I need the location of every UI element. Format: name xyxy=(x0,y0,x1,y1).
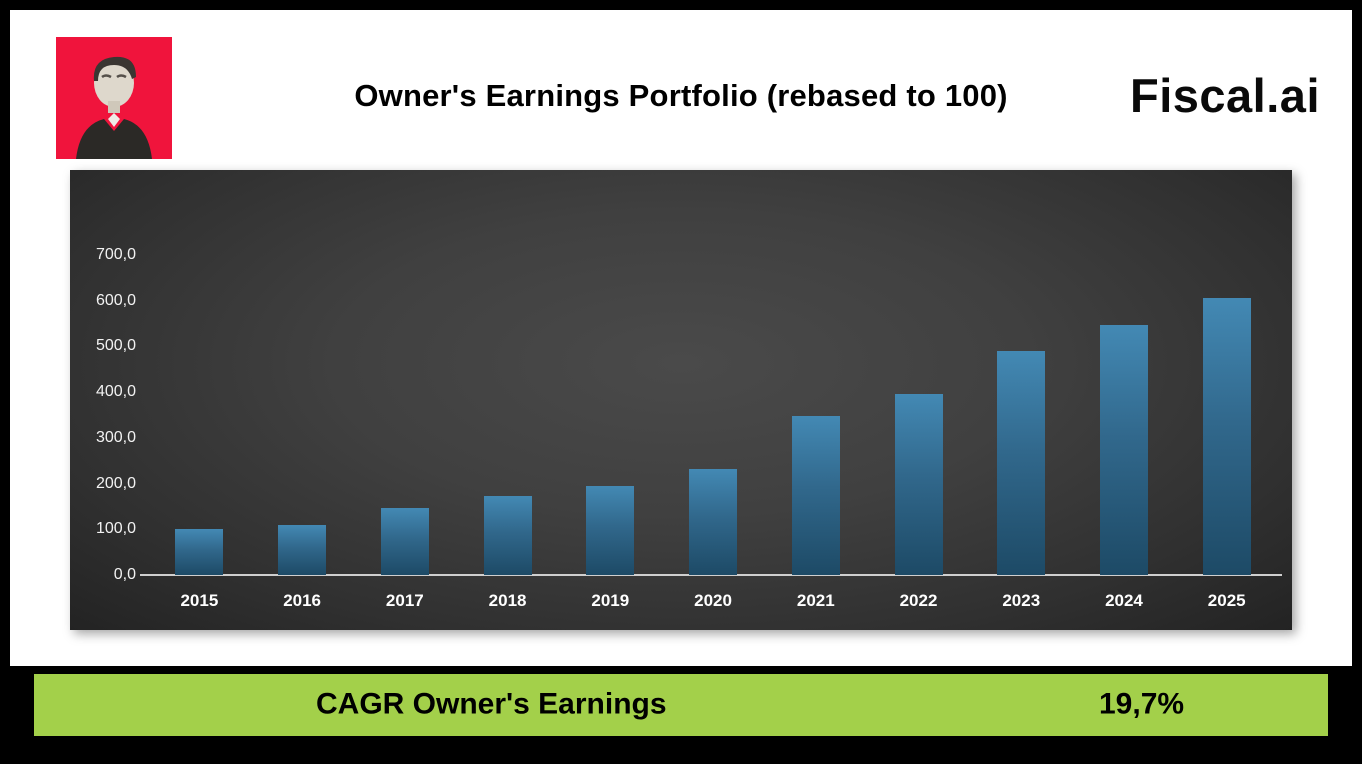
x-axis-label-2025: 2025 xyxy=(1207,591,1246,610)
y-axis-tick-label: 500,0 xyxy=(95,337,136,355)
cagr-label: CAGR Owner's Earnings xyxy=(316,687,667,721)
x-axis-label-2017: 2017 xyxy=(385,591,424,610)
y-axis: 0,0 100,0 200,0 300,0 400,0 500,0 600,0 700,0 xyxy=(70,246,136,583)
bar-2024 xyxy=(1099,325,1148,575)
bar-2015 xyxy=(175,529,224,575)
bar-group-2016: 2016 xyxy=(251,255,354,610)
y-axis-tick-label: 200,0 xyxy=(95,474,136,492)
bar-chart: 0,0 100,0 200,0 300,0 400,0 500,0 600,0 700,0 2… xyxy=(70,170,1292,630)
bar-group-2021: 2021 xyxy=(764,255,867,610)
x-axis-label-2019: 2019 xyxy=(591,591,630,610)
y-axis-tick-label: 600,0 xyxy=(95,291,136,309)
x-axis-label-2016: 2016 xyxy=(283,591,322,610)
plot-region: 2015 2016 2017 2018 2019 2020 2021 2022 2023 2024… xyxy=(148,255,1278,610)
bar-group-2018: 2018 xyxy=(456,255,559,610)
x-axis-line xyxy=(140,574,1282,576)
y-axis-tick-label: 100,0 xyxy=(95,520,136,538)
y-axis-tick-label: 0,0 xyxy=(113,566,136,583)
bar-group-2020: 2020 xyxy=(662,255,765,610)
analyst-avatar-image xyxy=(56,37,172,159)
bar-2020 xyxy=(689,469,738,575)
fiscal-ai-logo: Fiscal.ai xyxy=(1130,69,1320,122)
bar-group-2015: 2015 xyxy=(148,255,251,610)
y-axis-tick-label: 400,0 xyxy=(95,383,136,401)
cagr-banner: CAGR Owner's Earnings 19,7% xyxy=(34,674,1328,736)
cagr-value: 19,7% xyxy=(1099,687,1185,721)
bar-2018 xyxy=(483,496,532,575)
x-axis-label-2024: 2024 xyxy=(1105,591,1143,610)
top-panel: Owner's Earnings Portfolio (rebased to 1… xyxy=(10,10,1352,666)
bar-2017 xyxy=(380,507,429,575)
bar-2023 xyxy=(997,351,1046,575)
bar-group-2022: 2022 xyxy=(867,255,970,610)
bar-group-2024: 2024 xyxy=(1073,255,1176,610)
chart-title: Owner's Earnings Portfolio (rebased to 1… xyxy=(354,78,1008,113)
bar-group-2017: 2017 xyxy=(353,255,456,610)
x-axis-label-2022: 2022 xyxy=(899,591,938,610)
x-axis-label-2021: 2021 xyxy=(796,591,835,610)
bar-group-2025: 2025 xyxy=(1175,255,1278,610)
x-axis-label-2020: 2020 xyxy=(694,591,732,610)
bar-2016 xyxy=(278,525,327,575)
bar-2025 xyxy=(1202,298,1251,575)
bar-2022 xyxy=(894,394,943,575)
bar-group-2019: 2019 xyxy=(559,255,662,610)
y-axis-tick-label: 300,0 xyxy=(95,428,136,446)
y-axis-tick-label: 700,0 xyxy=(95,246,136,263)
bar-group-2023: 2023 xyxy=(970,255,1073,610)
analyst-avatar xyxy=(56,37,172,159)
bar-2021 xyxy=(791,415,840,575)
x-axis-label-2023: 2023 xyxy=(1002,591,1041,610)
x-axis-label-2018: 2018 xyxy=(488,591,527,610)
x-axis-label-2015: 2015 xyxy=(180,591,219,610)
bar-2019 xyxy=(586,485,635,575)
